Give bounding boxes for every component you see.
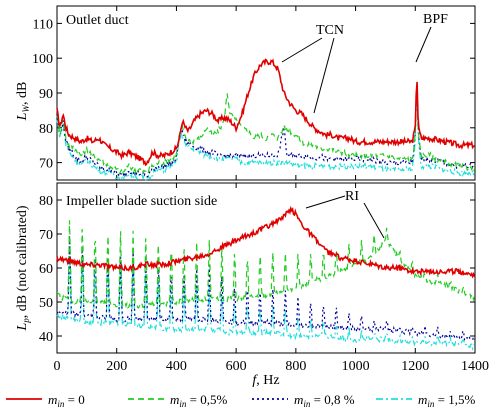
tcn-arrow-1 (281, 37, 323, 63)
x-tick-label: 800 (285, 359, 306, 374)
top-panel: 70 80 90 100 110 Outlet duct TCN BPF LW, dB (15, 5, 476, 183)
x-tick-label: 1400 (461, 359, 489, 374)
y-tick-label: 50 (39, 296, 53, 311)
tcn-annotation: TCN (316, 23, 344, 38)
ri-annotation: RI (345, 189, 359, 204)
tcn-arrow-2 (313, 37, 335, 114)
legend-entry: min = 0 (48, 392, 85, 409)
y-tick-label: 80 (39, 122, 53, 137)
top-ylabel: LW, dB (15, 82, 31, 122)
series-line-bottom-3 (56, 247, 475, 351)
series-line-bottom-0 (56, 205, 476, 279)
legend-entry: min = 0,5% (170, 392, 227, 409)
ri-arrow-1 (305, 195, 346, 209)
x-axis-label: f, Hz (252, 373, 279, 388)
top-panel-label: Outlet duct (66, 13, 129, 28)
legend-entry: min = 1,5% (418, 392, 475, 409)
x-tick-label: 0 (54, 359, 61, 374)
y-tick-label: 90 (39, 87, 53, 102)
bottom-ylabel: Lp, dB (not calibrated) (15, 205, 31, 331)
series-line-top-3 (56, 99, 475, 183)
ri-arrow-2 (363, 202, 385, 239)
x-tick-label: 400 (166, 359, 187, 374)
x-tick-label: 1200 (401, 359, 429, 374)
x-tick-label: 600 (226, 359, 247, 374)
bpf-annotation: BPF (423, 12, 448, 27)
y-tick-label: 110 (33, 17, 53, 32)
y-tick-label: 70 (39, 157, 53, 172)
y-tick-label: 60 (39, 262, 53, 277)
legend: min = 0 min = 0,5% min = 0,8 % min = 1,5% (6, 392, 475, 409)
bpf-arrow (415, 26, 432, 63)
series-line-top-1 (56, 82, 475, 177)
x-tick-label: 1000 (342, 359, 370, 374)
y-tick-label: 100 (32, 52, 53, 67)
legend-entry: min = 0,8 % (294, 392, 355, 409)
y-tick-label: 80 (39, 194, 53, 209)
series-line-bottom-1 (56, 220, 475, 309)
y-tick-label: 70 (39, 228, 53, 243)
x-tick-label: 200 (106, 359, 127, 374)
y-tick-label: 40 (39, 330, 53, 345)
bottom-panel-label: Impeller blade suction side (66, 194, 217, 209)
series-line-top-0 (56, 58, 475, 167)
